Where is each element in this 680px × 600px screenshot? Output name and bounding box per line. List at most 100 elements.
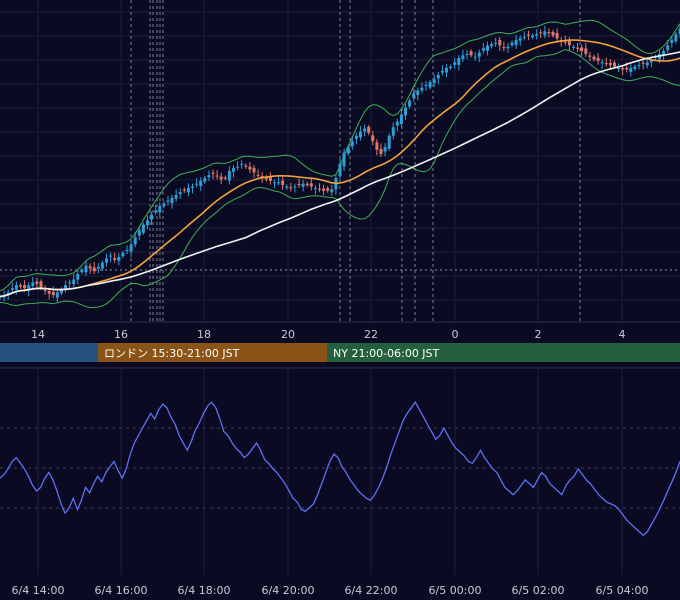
candle-body bbox=[371, 135, 375, 142]
candle-body bbox=[289, 187, 293, 189]
candle-body bbox=[649, 59, 653, 63]
candle-body bbox=[273, 182, 276, 184]
candle-body bbox=[494, 42, 498, 44]
candle-body bbox=[416, 90, 420, 95]
bottom-tick-label: 6/5 02:00 bbox=[512, 584, 565, 597]
candle-body bbox=[244, 165, 248, 167]
candle-body bbox=[68, 282, 72, 284]
candle-body bbox=[39, 281, 43, 289]
candle-body bbox=[240, 163, 244, 165]
bollinger-lower bbox=[0, 49, 680, 309]
candle-body bbox=[383, 147, 387, 152]
candle-body bbox=[236, 166, 240, 168]
candle-body bbox=[309, 183, 313, 187]
bottom-tick-label: 6/5 00:00 bbox=[429, 584, 482, 597]
session-segment bbox=[98, 343, 327, 362]
session-bar: ロンドン 15:30-21:00 JST NY 21:00-06:00 JST bbox=[0, 343, 680, 362]
bottom-tick-label: 6/4 14:00 bbox=[12, 584, 65, 597]
candle-body bbox=[43, 289, 47, 291]
candle-body bbox=[543, 31, 547, 36]
candle-body bbox=[375, 142, 379, 150]
candle-body bbox=[514, 39, 518, 46]
x-tick-label: 14 bbox=[31, 328, 45, 341]
candle-body bbox=[596, 57, 600, 61]
candle-body bbox=[150, 214, 154, 220]
candle-body bbox=[277, 182, 281, 184]
candle-body bbox=[576, 47, 580, 49]
bottom-tick-label: 6/5 04:00 bbox=[596, 584, 649, 597]
candle-body bbox=[346, 147, 350, 154]
candle-body bbox=[522, 36, 526, 38]
candle-body bbox=[617, 68, 621, 69]
candle-body bbox=[113, 258, 117, 260]
candle-body bbox=[285, 186, 289, 188]
bottom-tick-label: 6/4 20:00 bbox=[262, 584, 315, 597]
candle-body bbox=[604, 63, 608, 65]
candle-body bbox=[268, 176, 272, 181]
candle-body bbox=[252, 167, 256, 173]
candle-body bbox=[80, 269, 84, 273]
candle-body bbox=[19, 285, 22, 287]
candle-body bbox=[473, 56, 477, 58]
candles bbox=[0, 23, 680, 303]
candle-body bbox=[481, 48, 485, 51]
x-axis: 14 16 18 20 22 0 2 4 bbox=[31, 328, 626, 341]
candle-body bbox=[182, 189, 186, 191]
session-label: NY 21:00-06:00 JST bbox=[333, 347, 440, 360]
candle-body bbox=[633, 66, 637, 69]
x-tick-label: 22 bbox=[364, 328, 378, 341]
candle-body bbox=[600, 62, 604, 64]
candle-body bbox=[350, 141, 354, 147]
candle-body bbox=[399, 114, 403, 125]
candle-body bbox=[510, 42, 514, 46]
candle-body bbox=[391, 127, 395, 136]
candle-body bbox=[641, 62, 645, 64]
x-tick-label: 20 bbox=[281, 328, 295, 341]
candle-body bbox=[359, 131, 362, 138]
candle-body bbox=[146, 220, 149, 226]
candle-body bbox=[154, 210, 158, 213]
candle-body bbox=[645, 62, 649, 66]
candle-body bbox=[666, 45, 670, 51]
candle-body bbox=[535, 34, 539, 36]
candle-body bbox=[465, 53, 469, 55]
candle-body bbox=[572, 46, 575, 48]
candle-body bbox=[588, 55, 592, 57]
candle-body bbox=[486, 45, 489, 51]
candle-body bbox=[121, 252, 125, 257]
x-tick-label: 16 bbox=[114, 328, 128, 341]
candle-body bbox=[129, 244, 133, 252]
x-tick-label: 0 bbox=[452, 328, 459, 341]
candle-body bbox=[461, 55, 465, 59]
bottom-tick-label: 6/4 22:00 bbox=[345, 584, 398, 597]
candle-body bbox=[424, 84, 428, 86]
candle-body bbox=[567, 40, 571, 46]
candle-body bbox=[531, 35, 534, 38]
candle-body bbox=[281, 180, 285, 186]
candle-body bbox=[27, 285, 31, 291]
candle-body bbox=[563, 41, 567, 43]
candle-body bbox=[674, 34, 678, 42]
candle-body bbox=[445, 68, 448, 73]
candle-body bbox=[186, 187, 190, 193]
candle-body bbox=[84, 265, 88, 273]
candle-body bbox=[88, 266, 92, 269]
candle-body bbox=[477, 52, 481, 57]
moving-averages bbox=[0, 39, 680, 298]
session-segment bbox=[327, 343, 680, 362]
candle-body bbox=[35, 281, 39, 284]
candle-body bbox=[408, 100, 412, 107]
candle-body bbox=[551, 31, 555, 36]
candle-body bbox=[313, 187, 317, 189]
candle-body bbox=[367, 126, 371, 133]
candle-body bbox=[6, 292, 10, 295]
candle-body bbox=[608, 62, 612, 66]
candle-body bbox=[428, 82, 432, 88]
candle-body bbox=[637, 65, 641, 67]
candle-body bbox=[223, 177, 227, 179]
candle-body bbox=[363, 128, 367, 132]
candle-body bbox=[322, 188, 326, 191]
bottom-axis: 6/4 14:00 6/4 16:00 6/4 18:00 6/4 20:00 6/4 … bbox=[12, 584, 649, 597]
candle-body bbox=[526, 34, 530, 36]
